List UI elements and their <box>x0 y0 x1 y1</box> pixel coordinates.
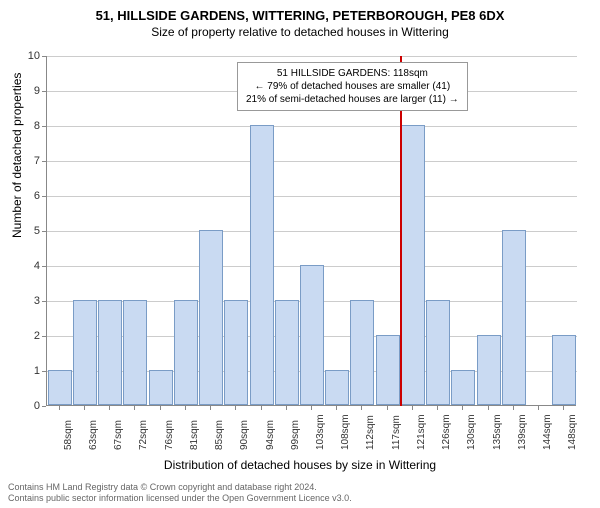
bar <box>123 300 147 405</box>
xtick-label: 144sqm <box>542 414 553 450</box>
ytick-label: 6 <box>20 190 40 202</box>
xtick-label: 135sqm <box>492 414 503 450</box>
ytick-label: 5 <box>20 225 40 237</box>
bar <box>552 335 576 405</box>
ytick-mark <box>42 336 46 337</box>
xtick-label: 103sqm <box>315 414 326 450</box>
xtick-mark <box>160 406 161 410</box>
ytick-label: 7 <box>20 155 40 167</box>
ytick-label: 1 <box>20 365 40 377</box>
bar <box>451 370 475 405</box>
ytick-mark <box>42 301 46 302</box>
ytick-mark <box>42 161 46 162</box>
bar <box>502 230 526 405</box>
xtick-label: 148sqm <box>567 414 578 450</box>
x-axis-label: Distribution of detached houses by size … <box>0 458 600 472</box>
xtick-label: 76sqm <box>164 420 175 450</box>
ytick-label: 0 <box>20 400 40 412</box>
plot-area: 51 HILLSIDE GARDENS: 118sqm← 79% of deta… <box>46 56 576 406</box>
xtick-mark <box>109 406 110 410</box>
ytick-mark <box>42 231 46 232</box>
xtick-label: 90sqm <box>239 420 250 450</box>
ytick-mark <box>42 91 46 92</box>
bar <box>98 300 122 405</box>
xtick-label: 58sqm <box>63 420 74 450</box>
bar <box>376 335 400 405</box>
ytick-label: 3 <box>20 295 40 307</box>
xtick-label: 63sqm <box>88 420 99 450</box>
bar <box>199 230 223 405</box>
ytick-label: 8 <box>20 120 40 132</box>
footer-line2: Contains public sector information licen… <box>8 493 352 504</box>
xtick-label: 81sqm <box>189 420 200 450</box>
xtick-label: 72sqm <box>138 420 149 450</box>
xtick-label: 99sqm <box>290 420 301 450</box>
bar <box>426 300 450 405</box>
bar <box>174 300 198 405</box>
ytick-label: 9 <box>20 85 40 97</box>
xtick-label: 121sqm <box>416 414 427 450</box>
annotation-box: 51 HILLSIDE GARDENS: 118sqm← 79% of deta… <box>237 62 468 111</box>
xtick-mark <box>437 406 438 410</box>
xtick-label: 67sqm <box>113 420 124 450</box>
bar <box>149 370 173 405</box>
xtick-label: 117sqm <box>391 415 402 450</box>
footer-line1: Contains HM Land Registry data © Crown c… <box>8 482 352 493</box>
bar <box>325 370 349 405</box>
xtick-label: 130sqm <box>466 414 477 450</box>
ytick-label: 4 <box>20 260 40 272</box>
ytick-label: 10 <box>20 50 40 62</box>
xtick-mark <box>387 406 388 410</box>
bar <box>48 370 72 405</box>
xtick-mark <box>59 406 60 410</box>
xtick-mark <box>336 406 337 410</box>
annotation-line: ← 79% of detached houses are smaller (41… <box>246 80 459 93</box>
ytick-mark <box>42 406 46 407</box>
xtick-mark <box>538 406 539 410</box>
xtick-mark <box>513 406 514 410</box>
xtick-mark <box>185 406 186 410</box>
xtick-mark <box>311 406 312 410</box>
page-title-line1: 51, HILLSIDE GARDENS, WITTERING, PETERBO… <box>0 8 600 23</box>
xtick-mark <box>84 406 85 410</box>
xtick-mark <box>462 406 463 410</box>
xtick-mark <box>412 406 413 410</box>
xtick-label: 108sqm <box>340 414 351 450</box>
ytick-mark <box>42 56 46 57</box>
annotation-line: 21% of semi-detached houses are larger (… <box>246 93 459 106</box>
bar <box>300 265 324 405</box>
xtick-mark <box>563 406 564 410</box>
xtick-mark <box>361 406 362 410</box>
bar <box>250 125 274 405</box>
ytick-label: 2 <box>20 330 40 342</box>
bar <box>401 125 425 405</box>
annotation-line: 51 HILLSIDE GARDENS: 118sqm <box>246 67 459 80</box>
page-title-line2: Size of property relative to detached ho… <box>0 25 600 39</box>
xtick-label: 112sqm <box>365 415 376 450</box>
ytick-mark <box>42 126 46 127</box>
xtick-mark <box>286 406 287 410</box>
xtick-mark <box>235 406 236 410</box>
xtick-label: 94sqm <box>265 420 276 450</box>
ytick-mark <box>42 196 46 197</box>
bar <box>224 300 248 405</box>
bar <box>73 300 97 405</box>
ytick-mark <box>42 266 46 267</box>
ytick-mark <box>42 371 46 372</box>
xtick-mark <box>134 406 135 410</box>
xtick-mark <box>210 406 211 410</box>
bar <box>477 335 501 405</box>
footer-credits: Contains HM Land Registry data © Crown c… <box>8 482 352 504</box>
xtick-label: 126sqm <box>441 414 452 450</box>
xtick-mark <box>488 406 489 410</box>
bar <box>275 300 299 405</box>
xtick-label: 85sqm <box>214 420 225 450</box>
xtick-label: 139sqm <box>517 414 528 450</box>
bar <box>350 300 374 405</box>
xtick-mark <box>261 406 262 410</box>
chart-container: 51 HILLSIDE GARDENS: 118sqm← 79% of deta… <box>46 56 576 436</box>
